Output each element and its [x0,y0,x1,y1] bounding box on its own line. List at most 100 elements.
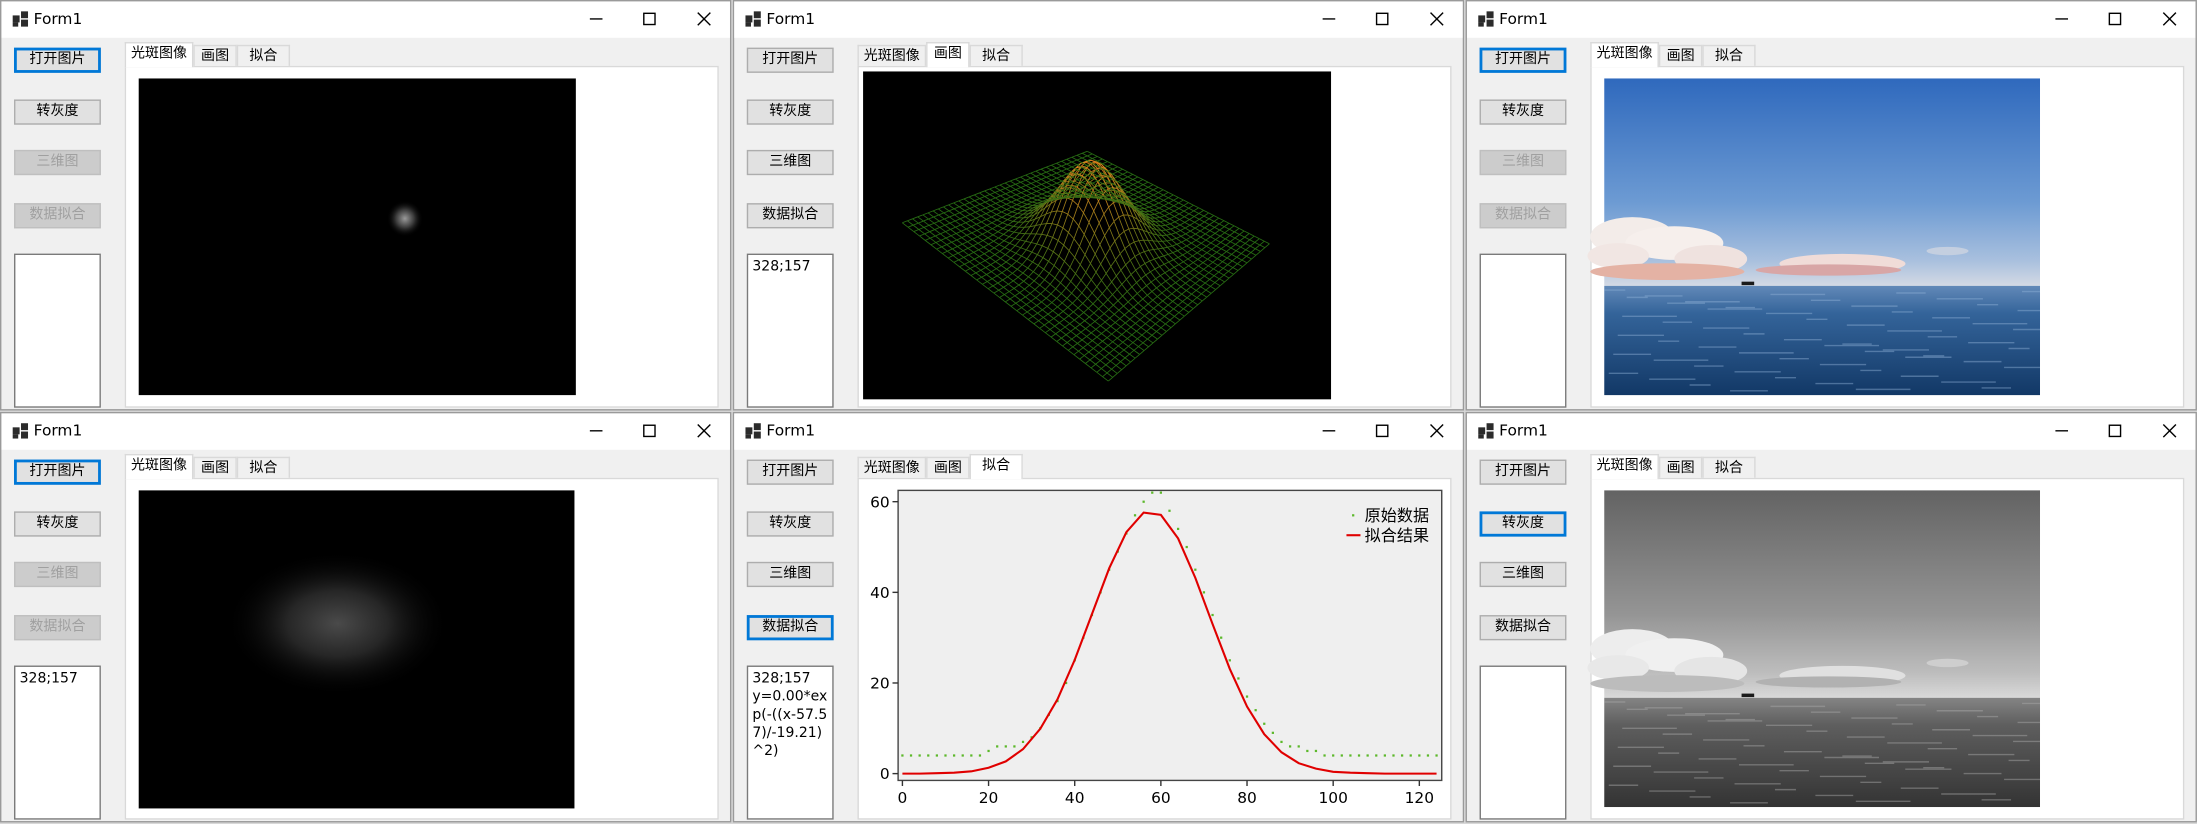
tab[interactable]: 光斑图像 [1590,453,1659,480]
mesh-line [1050,333,1056,338]
mesh-line [952,248,959,254]
tab[interactable]: 光斑图像 [857,44,927,66]
tab[interactable]: 拟合 [236,44,291,66]
maximize-button[interactable] [1375,424,1389,438]
mesh-line [1013,221,1019,227]
button[interactable]: 三维图 [746,561,834,588]
tab[interactable]: 光斑图像 [1590,42,1659,68]
textbox[interactable]: 328;157 y=0.00*exp(-((x-57.57)/-19.21)^2) [746,665,834,820]
mesh-line [1163,200,1169,204]
tab[interactable]: 画图 [193,456,237,478]
maximize-button[interactable] [2108,424,2122,438]
button[interactable]: 打开图片 [14,459,101,485]
close-button[interactable] [2162,12,2177,26]
mesh-line [1124,310,1130,316]
button[interactable]: 转灰度 [746,511,834,537]
mesh-line [1133,228,1140,241]
close-button[interactable] [697,12,711,26]
button[interactable]: 转灰度 [1479,99,1567,125]
mesh-line [1221,248,1227,252]
mesh-line [1153,308,1160,313]
tab[interactable]: 拟合 [969,453,1023,480]
button[interactable]: 数据拟合 [746,203,834,229]
mesh-line [1107,299,1114,306]
spot-image [138,78,576,396]
close-button[interactable] [1430,424,1444,438]
close-button[interactable] [697,424,711,438]
mesh-line [1178,264,1185,270]
tab[interactable]: 画图 [193,44,237,66]
textbox[interactable] [14,253,101,408]
button[interactable]: 打开图片 [14,47,101,73]
button[interactable]: 数据拟合 [1479,615,1567,641]
mesh-line [1174,312,1180,317]
textbox[interactable]: 328;157 [14,665,101,820]
mesh-line [1177,301,1183,306]
button[interactable]: 三维图 [746,149,834,176]
textbox[interactable] [1479,253,1567,408]
mesh-line [1169,319,1176,325]
tab[interactable]: 拟合 [236,456,291,478]
maximize-button[interactable] [643,12,656,26]
mesh-line [1109,313,1115,319]
button[interactable]: 转灰度 [746,99,834,125]
mesh-line [1106,175,1114,188]
data-point [1004,745,1007,748]
button[interactable]: 三维图 [1479,561,1567,588]
mesh-line [1066,197,1073,201]
mesh-line [1129,259,1137,271]
mesh-line [984,188,990,192]
tab[interactable]: 画图 [926,42,970,68]
textbox-line: 328;157 [752,671,811,687]
mesh-line [1081,172,1088,176]
mesh-line [1106,372,1114,378]
button[interactable]: 转灰度 [1479,511,1567,537]
mesh-line [1065,331,1071,336]
textbox[interactable] [1479,665,1567,820]
close-button[interactable] [1430,12,1444,26]
mesh-line [980,213,987,217]
mesh-line [1186,297,1193,302]
tab[interactable]: 光斑图像 [857,456,927,478]
mesh-line [1036,305,1043,311]
mesh-line [1231,250,1237,255]
mesh-line [1129,205,1135,209]
textbox[interactable]: 328;157 [746,253,834,408]
tab[interactable]: 光斑图像 [124,453,194,480]
tab[interactable]: 拟合 [969,44,1023,66]
button[interactable]: 转灰度 [14,511,101,537]
mesh-line [1030,225,1036,235]
mesh-line [1134,240,1140,243]
maximize-button[interactable] [643,424,656,438]
mesh-line [1164,261,1170,265]
maximize-button[interactable] [1375,12,1389,26]
button[interactable]: 转灰度 [14,99,101,125]
mesh-line [1061,158,1067,162]
button[interactable]: 打开图片 [1479,459,1567,485]
mesh-line [1191,246,1197,250]
tab[interactable]: 光斑图像 [124,42,194,68]
tab[interactable]: 画图 [926,456,970,478]
mesh-line [1037,312,1044,318]
mesh-line [1056,170,1062,174]
tab[interactable]: 拟合 [1702,456,1756,478]
maximize-button[interactable] [2108,12,2122,26]
mesh-line [1140,263,1146,267]
mesh-line [1012,272,1019,278]
mesh-line [1003,230,1009,235]
tab[interactable]: 画图 [1658,44,1703,66]
button[interactable]: 打开图片 [746,459,834,485]
close-button[interactable] [2162,424,2177,438]
button[interactable]: 打开图片 [1479,47,1567,73]
tab[interactable]: 画图 [1658,456,1703,478]
mesh-line [1174,316,1181,321]
mesh-line [1132,184,1139,188]
mesh-line [1087,174,1093,179]
mesh-line [1097,344,1104,350]
mesh-line [929,229,935,233]
button[interactable]: 打开图片 [746,47,834,73]
tab[interactable]: 拟合 [1702,44,1756,66]
mesh-line [1183,205,1189,209]
mesh-line [991,268,997,273]
button[interactable]: 数据拟合 [746,615,834,641]
